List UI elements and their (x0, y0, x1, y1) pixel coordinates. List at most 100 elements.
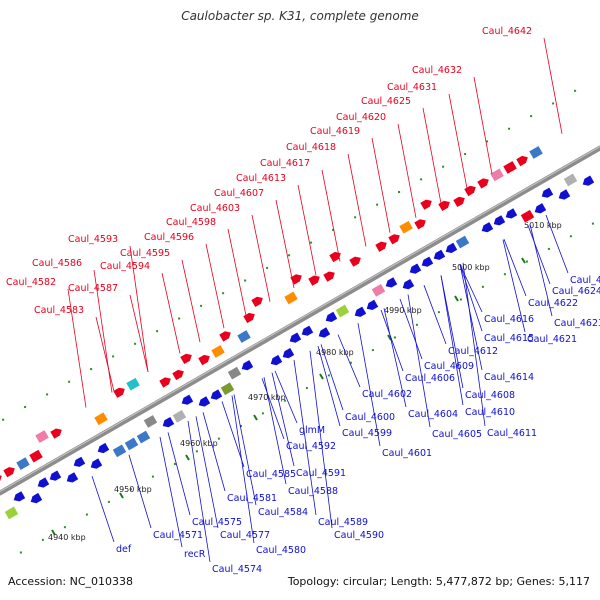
forward-leader-line (205, 243, 225, 329)
forward-leader-line (95, 316, 115, 392)
reverse-gene-label: Caul_4614 (484, 372, 534, 383)
forward-gene-label: Caul_4607 (214, 188, 264, 199)
scale-label: 4950 kbp (114, 485, 152, 494)
reverse-gene-label: Caul_4604 (408, 409, 458, 420)
guide-dot-inner (41, 538, 44, 541)
forward-gene-block (15, 456, 31, 471)
scale-label: 5000 kbp (452, 263, 490, 272)
reverse-gene-block (143, 414, 158, 429)
reverse-gene-arrow (49, 470, 62, 481)
reverse-gene-block (4, 505, 19, 520)
forward-gene-label: Caul_4587 (68, 283, 118, 294)
forward-gene-block (28, 449, 44, 464)
reverse-leader-line (423, 285, 447, 345)
forward-gene-block (210, 344, 226, 359)
reverse-gene-block (112, 443, 127, 458)
reverse-gene-arrow (73, 456, 86, 467)
forward-gene-arrow (375, 241, 387, 252)
forward-leader-line (67, 288, 87, 408)
reverse-gene-label: Caul_4600 (345, 412, 395, 423)
guide-dot-inner (547, 247, 550, 250)
reverse-gene-label: Caul_4612 (448, 346, 498, 357)
forward-gene-arrow (438, 200, 450, 211)
forward-gene-block (398, 220, 414, 235)
forward-leader-line (275, 199, 295, 289)
guide-dot-outer (310, 241, 313, 244)
forward-gene-label: Caul_4618 (286, 142, 336, 153)
reverse-gene-arrow (37, 477, 50, 488)
reverse-leader-line (380, 309, 404, 372)
forward-gene-block (489, 167, 505, 182)
guide-dot-outer (376, 203, 379, 206)
reverse-gene-block (136, 430, 151, 445)
reverse-gene-arrow (181, 394, 194, 405)
reverse-gene-label: def (116, 544, 132, 555)
reverse-leader-line (128, 454, 152, 529)
scale-label: 4960 kbp (180, 439, 218, 448)
forward-gene-block (34, 429, 50, 444)
forward-leader-line (347, 153, 367, 247)
forward-gene-label: Caul_4593 (68, 234, 118, 245)
reverse-gene-arrow (481, 222, 494, 233)
reverse-gene-arrow (409, 263, 422, 274)
accession-label: Accession: NC_010338 (8, 575, 134, 588)
forward-gene-arrow (3, 467, 15, 478)
forward-gene-arrow (516, 155, 528, 167)
reverse-gene-block (124, 436, 139, 451)
reverse-gene-arrow (421, 256, 434, 267)
reverse-leader-line (221, 401, 245, 468)
reverse-leader-line (317, 346, 341, 427)
scale-tick (119, 492, 124, 499)
forward-gene-arrow (388, 234, 400, 245)
guide-dot-inner (261, 412, 264, 415)
reverse-gene-arrow (433, 249, 446, 260)
forward-leader-line (371, 137, 391, 233)
reverse-gene-label: Caul_4584 (258, 507, 308, 518)
forward-gene-arrow (159, 377, 171, 388)
reverse-gene-arrow (354, 306, 367, 317)
reverse-leader-line (357, 323, 381, 447)
guide-dot-outer (464, 153, 467, 156)
reverse-leader-line (383, 308, 407, 408)
reverse-gene-arrow (325, 311, 338, 322)
forward-gene-arrow (464, 185, 476, 197)
reverse-leader-line (271, 372, 295, 467)
forward-gene-label: Caul_4625 (361, 96, 411, 107)
guide-dot-inner (129, 488, 132, 491)
forward-leader-line (422, 107, 442, 204)
guide-dot-outer (68, 380, 71, 383)
forward-gene-block (125, 377, 141, 392)
scale-label: 4980 kbp (316, 348, 354, 357)
guide-dot-outer (244, 279, 247, 282)
forward-leader-line (161, 272, 181, 354)
reverse-gene-arrow (30, 492, 43, 504)
reverse-gene-arrow (90, 458, 103, 469)
forward-gene-label: Caul_4619 (310, 126, 360, 137)
forward-leader-line (227, 228, 247, 316)
reverse-gene-label: glmM (299, 425, 325, 436)
reverse-leader-line (167, 432, 191, 516)
forward-leader-line (129, 245, 149, 372)
forward-gene-block (502, 160, 518, 175)
forward-gene-arrow (453, 196, 465, 207)
reverse-gene-label: Caul_4589 (318, 517, 368, 528)
forward-leader-line (473, 76, 493, 175)
guide-dot-outer (222, 292, 225, 295)
reverse-gene-block (227, 366, 242, 381)
reverse-gene-arrow (558, 189, 571, 200)
reverse-gene-block (455, 235, 470, 250)
reverse-leader-line (399, 298, 423, 360)
genome-backbone (0, 145, 600, 496)
reverse-gene-label: Caul_4581 (227, 493, 277, 504)
reverse-gene-label: Caul_4609 (424, 361, 474, 372)
forward-gene-label: Caul_4642 (482, 26, 532, 37)
scale-tick (521, 257, 526, 264)
forward-leader-line (321, 169, 341, 262)
scale-tick (51, 529, 56, 536)
guide-dot-inner (305, 387, 308, 390)
reverse-gene-block (220, 381, 235, 396)
reverse-gene-arrow (541, 187, 554, 198)
guide-dot-outer (90, 368, 93, 371)
